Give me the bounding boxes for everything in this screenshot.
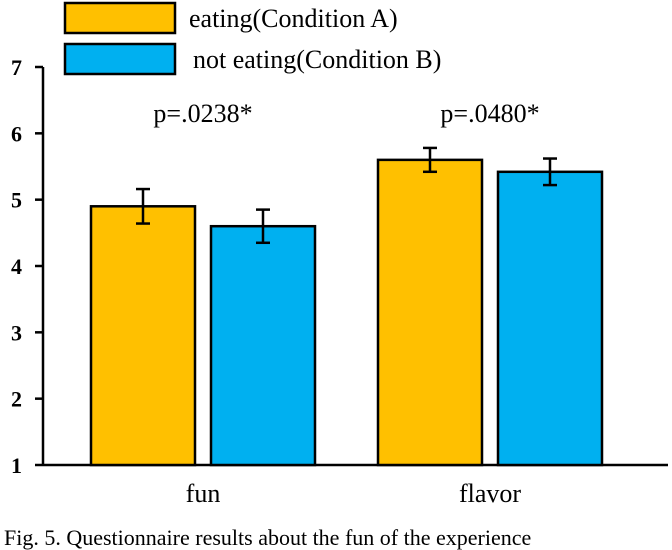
legend-label-series-1: eating(Condition A) [189, 4, 398, 33]
y-tick-label: 5 [11, 188, 22, 213]
y-tick-label: 7 [11, 55, 22, 80]
legend-label-series-2: not eating(Condition B) [193, 45, 441, 74]
bar-fun-series-1 [89, 205, 197, 467]
figure-caption: Fig. 5. Questionnaire results about the … [4, 525, 532, 550]
y-tick-label: 1 [11, 453, 22, 478]
legend-swatch-series-2 [63, 42, 177, 76]
bars [89, 146, 604, 467]
y-tick-label: 6 [11, 121, 22, 146]
legend: eating(Condition A) not eating(Condition … [63, 1, 441, 76]
y-tick-label: 3 [11, 320, 22, 345]
p-value-annotation: p=.0480* [440, 99, 539, 128]
annotations: p=.0238* p=.0480* [153, 99, 539, 128]
y-tick-label: 4 [11, 254, 22, 279]
y-tick-label: 2 [11, 387, 22, 412]
bar-chart: eating(Condition A) not eating(Condition … [11, 1, 668, 508]
category-label-fun: fun [186, 479, 221, 508]
bar-flavor-series-2 [496, 170, 604, 467]
p-value-annotation: p=.0238* [153, 99, 252, 128]
category-label-flavor: flavor [459, 479, 521, 508]
bar-flavor-series-1 [376, 158, 484, 467]
bar-fun-series-2 [209, 224, 317, 467]
legend-swatch-series-1 [63, 1, 177, 35]
